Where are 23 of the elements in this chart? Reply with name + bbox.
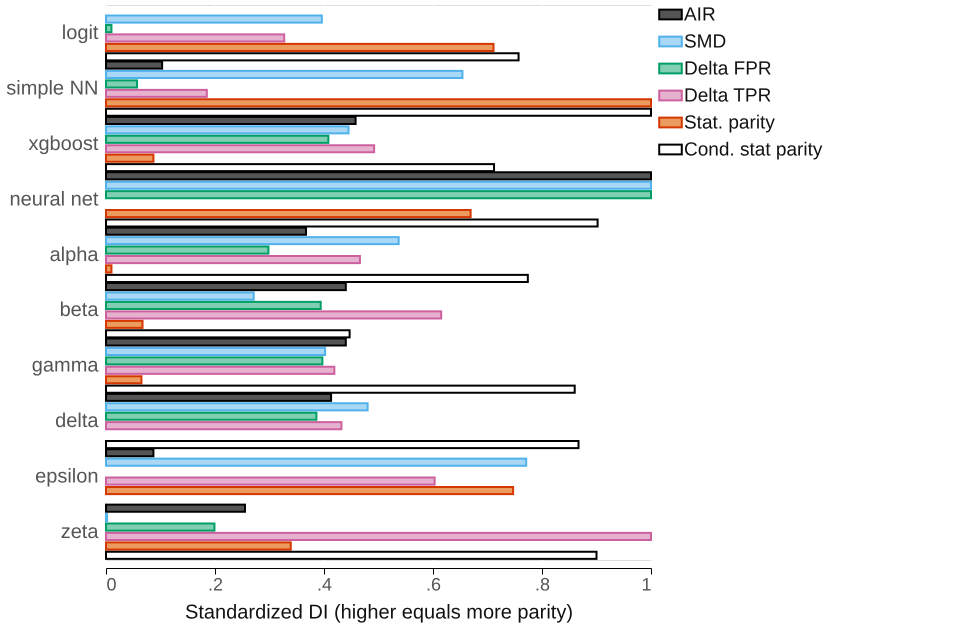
legend-label: Stat. parity [684, 112, 776, 134]
legend-label: AIR [684, 4, 716, 26]
x-tick-label: 0 [106, 574, 117, 594]
legend-label: Delta FPR [684, 58, 772, 80]
x-tick-label: .6 [426, 574, 442, 594]
x-tick-label: .2 [208, 574, 224, 594]
y-tick-label: simple NN [6, 78, 98, 100]
y-tick-label: beta [60, 299, 100, 322]
y-tick-label: neural net [10, 188, 99, 210]
y-tick-label: zeta [60, 520, 100, 543]
x-axis-title: Standardized DI (higher equals more parity) [185, 602, 573, 624]
y-tick-label: xgboost [28, 133, 99, 156]
x-tick-label: .8 [534, 574, 550, 594]
x-tick-label: .4 [316, 574, 332, 594]
y-tick-label: gamma [32, 354, 100, 377]
y-tick-label: delta [55, 410, 100, 432]
legend-label: SMD [684, 32, 726, 52]
y-tick-label: alpha [50, 244, 100, 266]
x-tick-label: 1 [641, 574, 652, 594]
y-tick-label: logit [62, 22, 99, 44]
legend-label: Delta TPR [684, 86, 772, 106]
legend-label: Cond. stat parity [684, 140, 823, 160]
y-tick-label: epsilon [35, 465, 98, 488]
